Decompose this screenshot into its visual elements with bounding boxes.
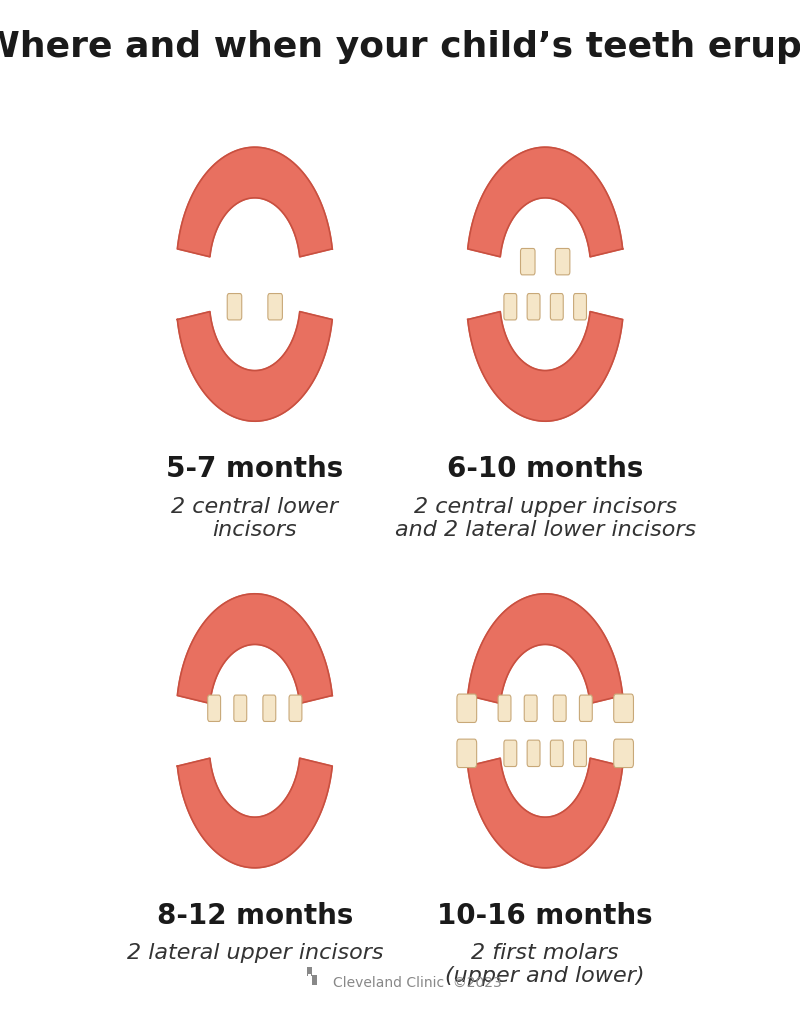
FancyBboxPatch shape	[579, 695, 592, 722]
FancyBboxPatch shape	[234, 695, 246, 722]
Polygon shape	[178, 594, 332, 703]
Text: 2 central lower
incisors: 2 central lower incisors	[171, 496, 338, 540]
Polygon shape	[178, 758, 332, 868]
FancyBboxPatch shape	[263, 695, 276, 722]
Text: Where and when your child’s teeth erupt: Where and when your child’s teeth erupt	[0, 30, 800, 64]
Text: Cleveland Clinic  ©2023: Cleveland Clinic ©2023	[334, 975, 502, 990]
FancyBboxPatch shape	[524, 695, 537, 722]
FancyBboxPatch shape	[555, 249, 570, 275]
Text: 6-10 months: 6-10 months	[447, 456, 643, 483]
FancyBboxPatch shape	[208, 695, 221, 722]
FancyBboxPatch shape	[308, 974, 311, 979]
Text: 2 central upper incisors
and 2 lateral lower incisors: 2 central upper incisors and 2 lateral l…	[394, 496, 696, 540]
FancyBboxPatch shape	[614, 694, 634, 723]
Polygon shape	[468, 758, 622, 868]
Polygon shape	[468, 147, 622, 257]
Polygon shape	[178, 147, 332, 257]
FancyBboxPatch shape	[550, 293, 563, 320]
FancyBboxPatch shape	[574, 740, 586, 766]
Text: 10-16 months: 10-16 months	[438, 902, 653, 930]
FancyBboxPatch shape	[614, 739, 634, 767]
Text: 5-7 months: 5-7 months	[166, 456, 343, 483]
Text: 2 lateral upper incisors: 2 lateral upper incisors	[126, 943, 383, 963]
Polygon shape	[178, 312, 332, 421]
FancyBboxPatch shape	[227, 293, 242, 320]
FancyBboxPatch shape	[312, 975, 317, 985]
FancyBboxPatch shape	[289, 695, 302, 722]
Polygon shape	[468, 312, 622, 421]
FancyBboxPatch shape	[554, 695, 566, 722]
FancyBboxPatch shape	[521, 249, 535, 275]
Polygon shape	[468, 594, 622, 703]
FancyBboxPatch shape	[527, 293, 540, 320]
FancyBboxPatch shape	[268, 293, 282, 320]
FancyBboxPatch shape	[457, 739, 477, 767]
FancyBboxPatch shape	[498, 695, 511, 722]
FancyBboxPatch shape	[504, 740, 517, 766]
FancyBboxPatch shape	[504, 293, 517, 320]
Text: 2 first molars
(upper and lower): 2 first molars (upper and lower)	[446, 943, 645, 987]
FancyBboxPatch shape	[457, 694, 477, 723]
Text: 8-12 months: 8-12 months	[157, 902, 353, 930]
FancyBboxPatch shape	[550, 740, 563, 766]
FancyBboxPatch shape	[527, 740, 540, 766]
FancyBboxPatch shape	[574, 293, 586, 320]
FancyBboxPatch shape	[307, 967, 312, 976]
